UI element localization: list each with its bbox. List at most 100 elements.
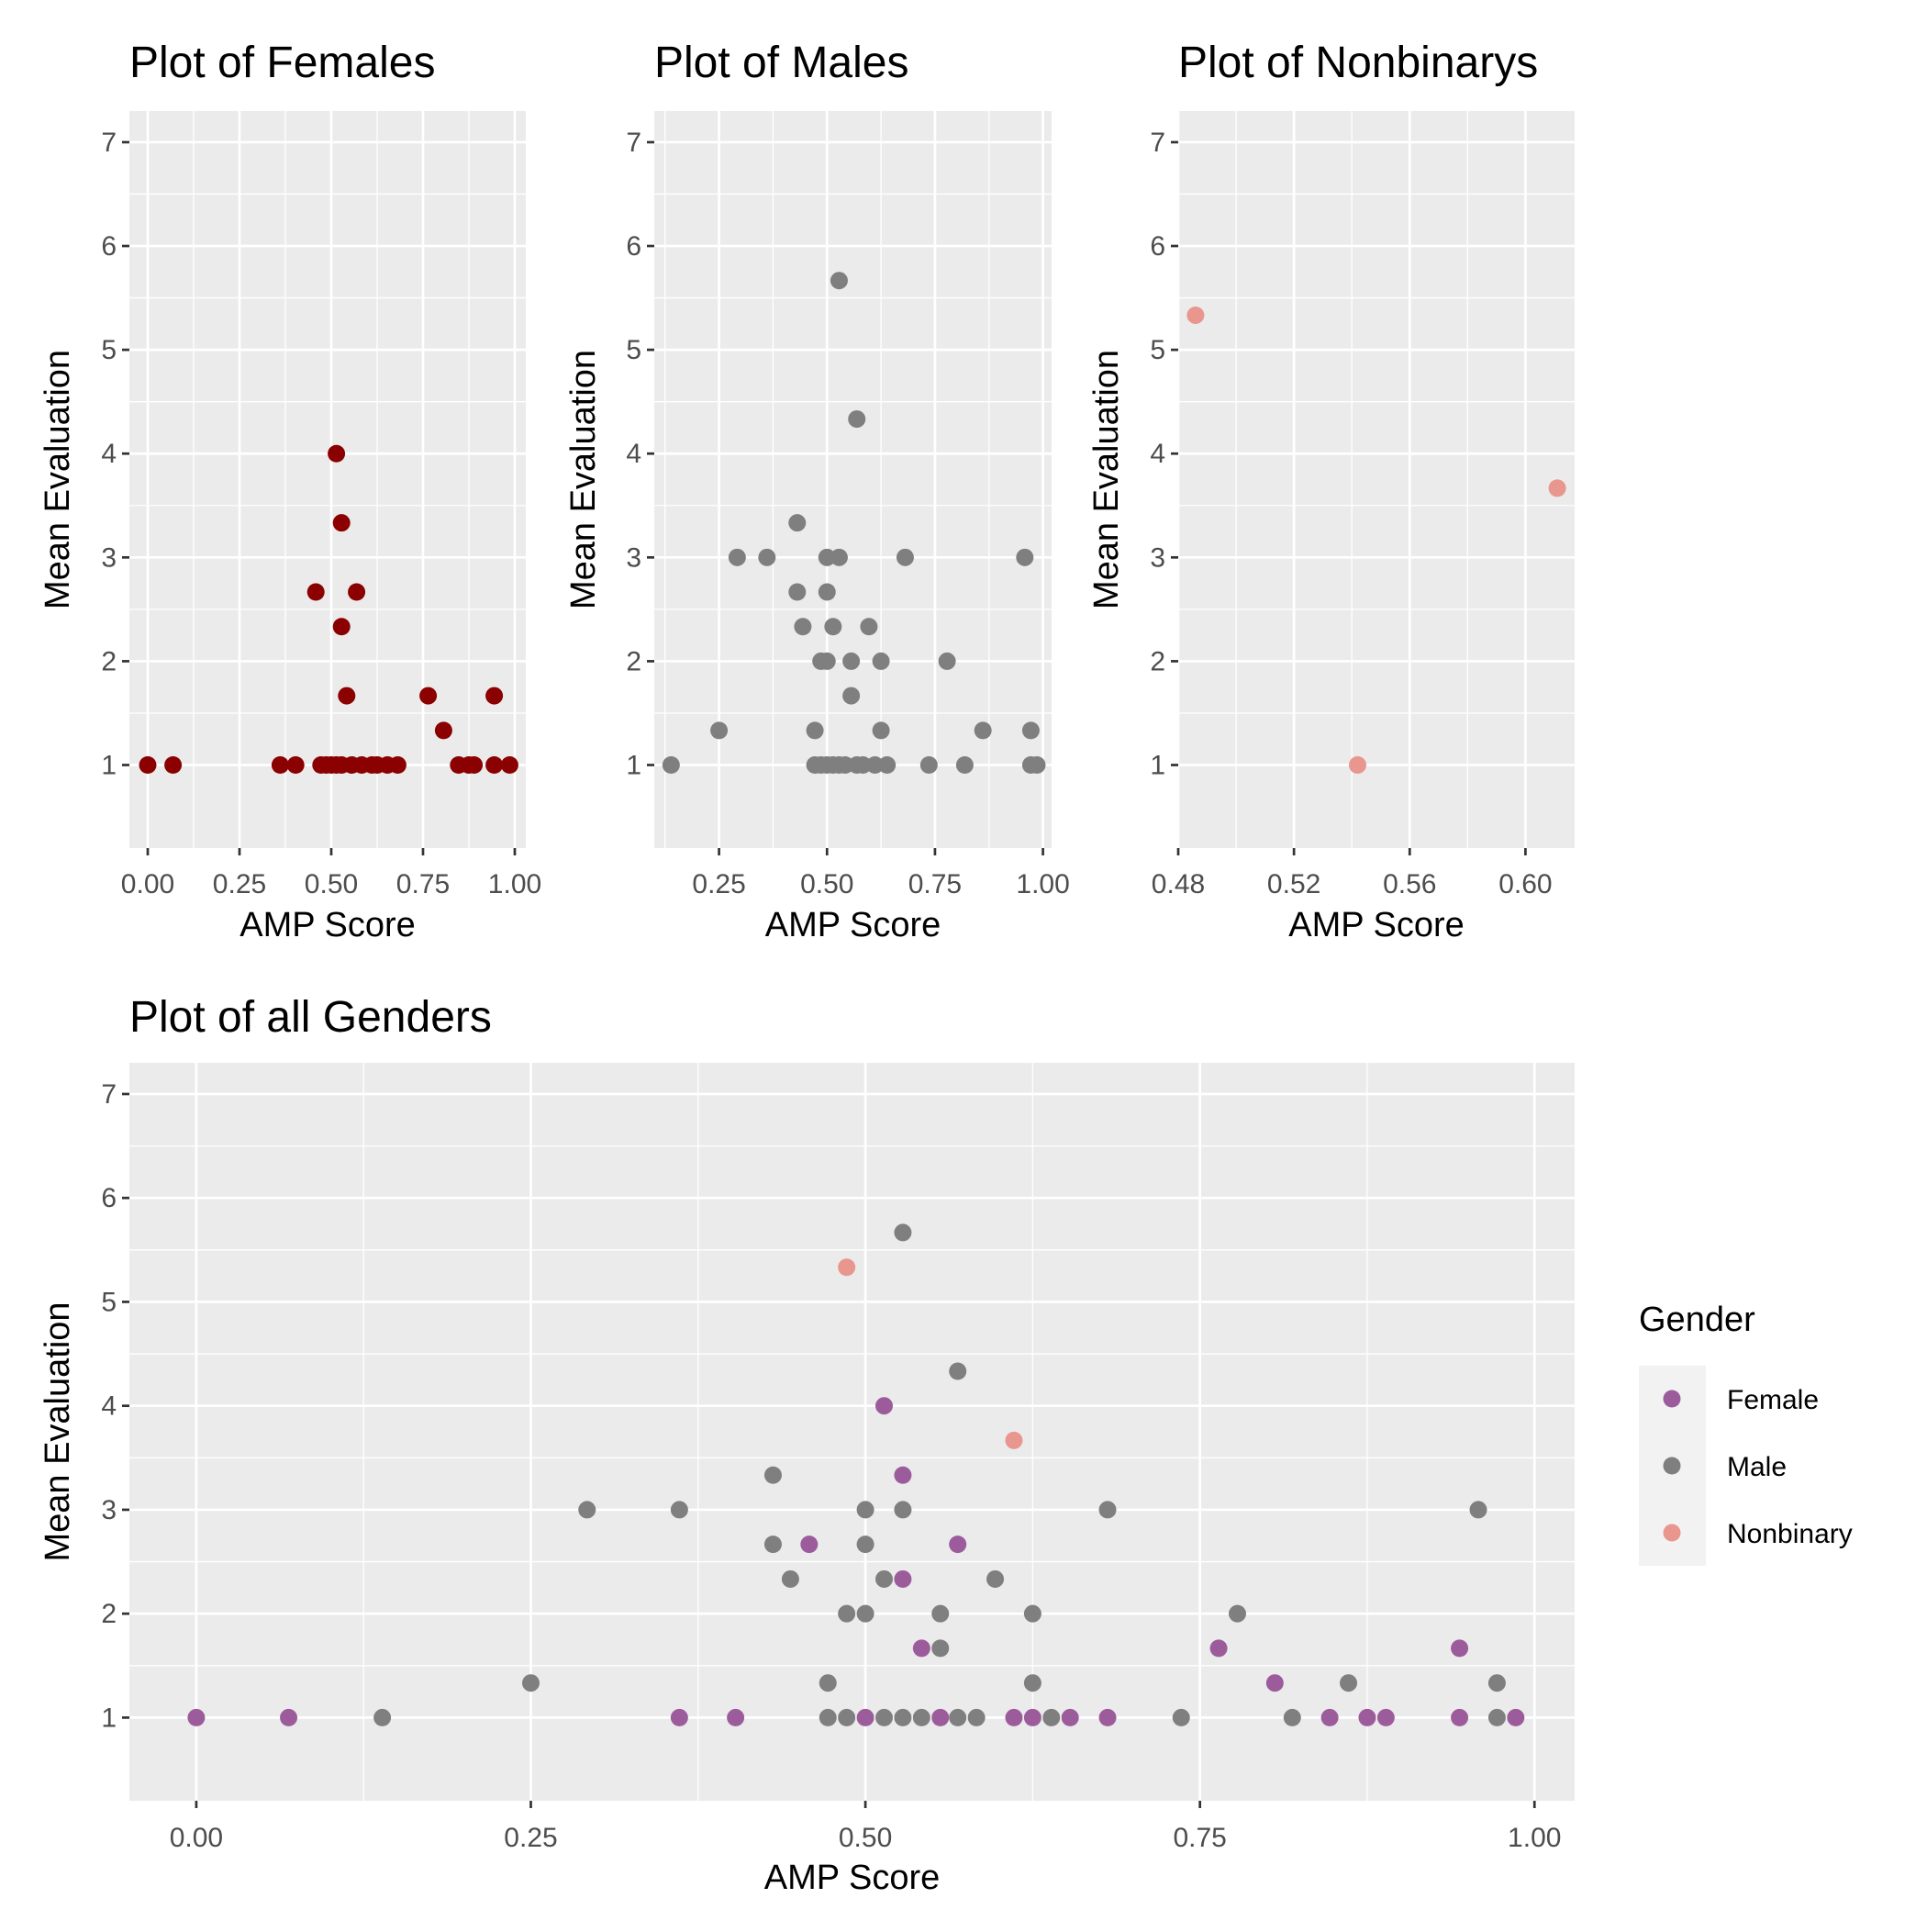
data-point — [662, 756, 680, 775]
chart-title: Plot of all Genders — [129, 993, 492, 1042]
data-point-male — [856, 1536, 874, 1554]
data-point-male — [894, 1501, 912, 1519]
x-tick-label: 0.48 — [1152, 869, 1205, 899]
data-point — [164, 756, 183, 775]
x-tick-label: 0.75 — [908, 869, 962, 899]
chart-title: Plot of Nonbinarys — [1178, 39, 1538, 87]
data-point-male — [856, 1604, 874, 1623]
data-point — [788, 583, 807, 601]
data-point-male — [1023, 1674, 1041, 1692]
chart-panel-1: 0.00 0.25 0.50 0.75 1.00 1 2 3 4 5 6 7 Plot of Femal… — [39, 39, 541, 944]
y-axis-title: Mean Evaluation — [39, 1301, 77, 1561]
data-point — [818, 652, 836, 670]
data-point-male — [763, 1466, 782, 1484]
x-tick-label: 0.52 — [1267, 869, 1320, 899]
data-point — [818, 548, 836, 566]
data-point-male — [819, 1674, 837, 1692]
data-point-male — [838, 1604, 856, 1623]
x-tick-label: 0.00 — [170, 1823, 223, 1853]
data-point-male — [949, 1708, 967, 1726]
data-point — [500, 756, 518, 775]
data-point — [974, 721, 992, 740]
data-point-male — [781, 1569, 799, 1588]
data-point-male — [875, 1569, 893, 1588]
x-tick-label: 0.56 — [1383, 869, 1436, 899]
data-point — [938, 652, 956, 670]
data-point-female — [280, 1708, 298, 1726]
data-point-male — [912, 1708, 930, 1726]
y-tick-label: 7 — [101, 128, 117, 158]
data-point — [306, 583, 325, 601]
y-tick-label: 6 — [101, 1183, 117, 1213]
x-axis-title: AMP Score — [239, 906, 415, 944]
data-point — [842, 687, 861, 705]
data-point — [1016, 548, 1034, 566]
data-point-male — [578, 1501, 596, 1519]
data-point-male — [819, 1708, 837, 1726]
x-tick-label: 0.75 — [396, 869, 450, 899]
y-tick-label: 2 — [1150, 646, 1165, 676]
chart-title: Plot of Females — [129, 39, 435, 87]
data-point-female — [1098, 1708, 1117, 1726]
x-tick-label: 0.50 — [305, 869, 358, 899]
legend-label: Female — [1727, 1385, 1819, 1415]
data-point — [830, 548, 848, 566]
data-point-male — [670, 1501, 688, 1519]
data-point — [1028, 756, 1046, 775]
data-point-male — [856, 1501, 874, 1519]
data-point-female — [1023, 1708, 1041, 1726]
data-point-female — [1451, 1639, 1469, 1658]
y-tick-label: 5 — [1150, 335, 1165, 365]
y-tick-label: 7 — [1150, 128, 1165, 158]
data-point — [860, 618, 878, 636]
data-point-male — [522, 1674, 540, 1692]
data-point — [848, 410, 866, 429]
data-point — [332, 514, 351, 532]
data-point — [896, 548, 914, 566]
data-point-female — [800, 1536, 819, 1554]
data-point — [866, 756, 885, 775]
points-layer — [187, 1223, 1525, 1726]
x-tick-label: 0.00 — [121, 869, 174, 899]
data-point-female — [1061, 1708, 1079, 1726]
plot-background — [129, 111, 526, 848]
data-point — [794, 618, 812, 636]
data-point — [465, 756, 484, 775]
y-tick-label: 5 — [101, 335, 117, 365]
data-point — [434, 721, 452, 740]
data-point — [338, 687, 356, 705]
data-point-male — [967, 1708, 986, 1726]
x-tick-label: 1.00 — [1016, 869, 1069, 899]
data-point — [332, 618, 351, 636]
chart-panel-4: 0.00 0.25 0.50 0.75 1.00 1 2 3 4 5 6 7 Plot of all G… — [39, 993, 1853, 1897]
y-tick-label: 2 — [626, 646, 641, 676]
data-point — [728, 548, 746, 566]
x-tick-label: 0.50 — [800, 869, 853, 899]
y-tick-label: 4 — [101, 439, 117, 469]
data-point — [388, 756, 407, 775]
plot-background — [1178, 111, 1575, 848]
data-point — [710, 721, 729, 740]
data-point-female — [187, 1708, 206, 1726]
y-tick-label: 3 — [1150, 542, 1165, 573]
points-layer — [662, 272, 1046, 775]
y-tick-label: 4 — [626, 439, 641, 469]
data-point — [348, 583, 366, 601]
data-point — [1349, 756, 1367, 775]
data-point — [955, 756, 974, 775]
data-point-male — [373, 1708, 392, 1726]
data-point-female — [1507, 1708, 1525, 1726]
data-point-female — [856, 1708, 874, 1726]
y-axis-title: Mean Evaluation — [564, 350, 603, 609]
x-tick-label: 1.00 — [1508, 1823, 1561, 1853]
y-tick-label: 7 — [101, 1079, 117, 1110]
data-point — [806, 721, 824, 740]
data-point-female — [1320, 1708, 1339, 1726]
y-tick-label: 1 — [626, 751, 641, 781]
data-point-female — [894, 1466, 912, 1484]
y-tick-label: 4 — [101, 1391, 117, 1422]
data-point-male — [1023, 1604, 1041, 1623]
data-point — [919, 756, 938, 775]
data-point — [818, 583, 836, 601]
